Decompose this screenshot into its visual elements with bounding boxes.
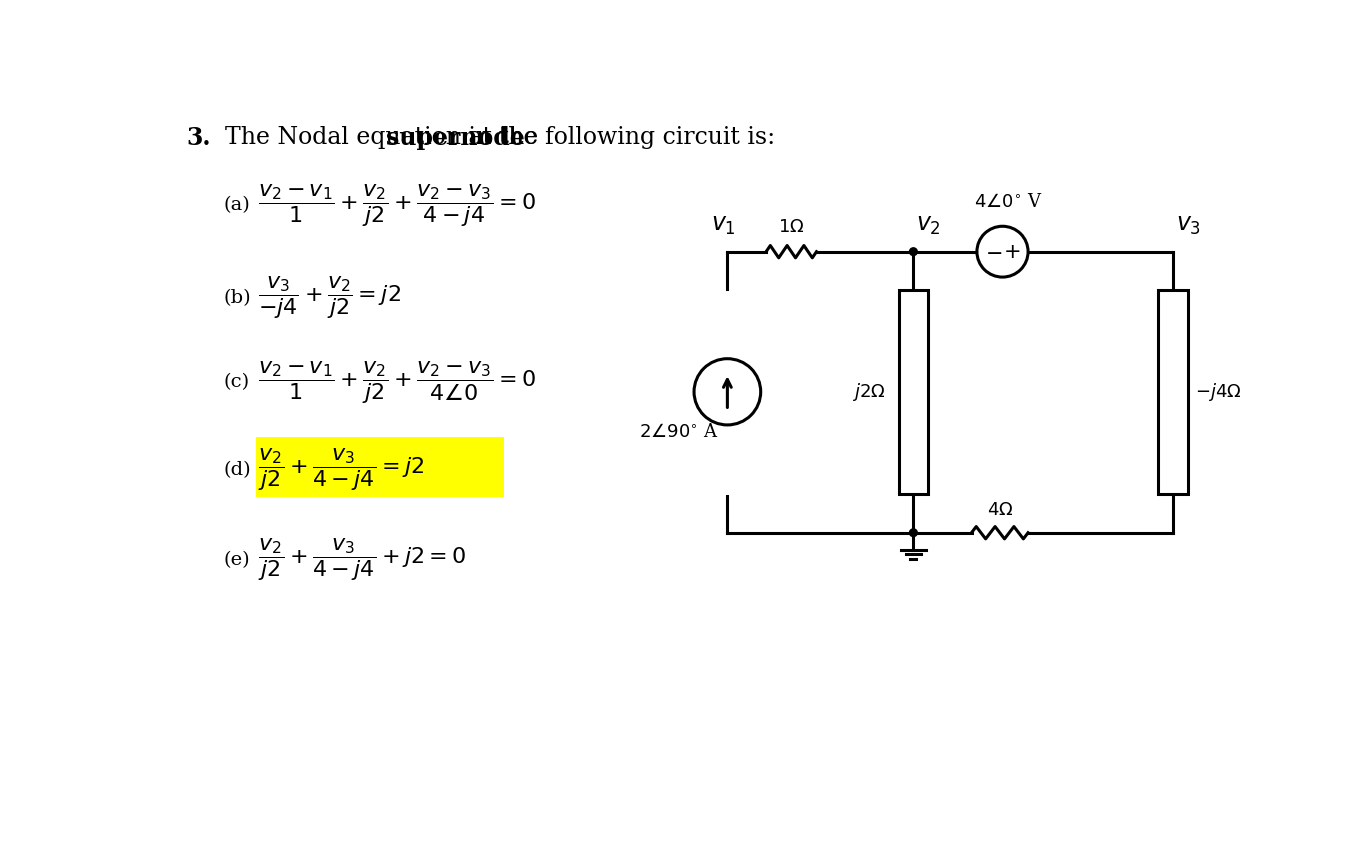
Text: (d): (d) [224,460,251,479]
Text: (e): (e) [224,551,251,569]
Text: $1\Omega$: $1\Omega$ [779,218,805,236]
Text: (a): (a) [224,196,251,215]
Circle shape [909,248,917,255]
Circle shape [694,359,760,425]
Text: $4\Omega$: $4\Omega$ [986,501,1014,519]
Text: $+$: $+$ [1003,242,1020,261]
Text: in the following circuit is:: in the following circuit is: [461,126,775,149]
Text: $2\angle 90^{\circ}$ A: $2\angle 90^{\circ}$ A [640,423,720,441]
Text: $\boldsymbol{v_1}$: $\boldsymbol{v_1}$ [711,212,736,237]
Text: $\dfrac{v_2-v_1}{1}+\dfrac{v_2}{j2}+\dfrac{v_2-v_3}{4-j4}=0$: $\dfrac{v_2-v_1}{1}+\dfrac{v_2}{j2}+\dfr… [259,182,537,228]
Text: $\boldsymbol{v_2}$: $\boldsymbol{v_2}$ [916,212,942,237]
Text: The Nodal equation at the: The Nodal equation at the [210,126,546,149]
Text: (c): (c) [224,374,249,392]
Bar [1159,290,1188,494]
Text: $-$: $-$ [985,242,1003,261]
Bar [898,290,928,494]
Text: $\dfrac{v_2-v_1}{1}+\dfrac{v_2}{j2}+\dfrac{v_2-v_3}{4\angle 0}=0$: $\dfrac{v_2-v_1}{1}+\dfrac{v_2}{j2}+\dfr… [259,360,537,406]
Text: $4\angle 0^{\circ}$ V: $4\angle 0^{\circ}$ V [974,193,1043,211]
Text: 3.: 3. [187,126,211,150]
Text: $\dfrac{v_2}{j2}+\dfrac{v_3}{4-j4}+j2=0$: $\dfrac{v_2}{j2}+\dfrac{v_3}{4-j4}+j2=0$ [259,536,467,583]
Text: $\dfrac{v_3}{-j4}+\dfrac{v_2}{j2}=j2$: $\dfrac{v_3}{-j4}+\dfrac{v_2}{j2}=j2$ [259,275,401,321]
Text: (b): (b) [224,288,251,307]
Text: supernode: supernode [386,126,526,150]
Text: $j2\Omega$: $j2\Omega$ [852,381,885,403]
Text: $-j4\Omega$: $-j4\Omega$ [1195,381,1241,403]
Text: $\dfrac{v_2}{j2}+\dfrac{v_3}{4-j4}=j2$: $\dfrac{v_2}{j2}+\dfrac{v_3}{4-j4}=j2$ [259,447,424,493]
Circle shape [977,226,1028,277]
Circle shape [909,529,917,536]
Bar [256,437,504,497]
Text: $\boldsymbol{v_3}$: $\boldsymbol{v_3}$ [1176,212,1201,237]
